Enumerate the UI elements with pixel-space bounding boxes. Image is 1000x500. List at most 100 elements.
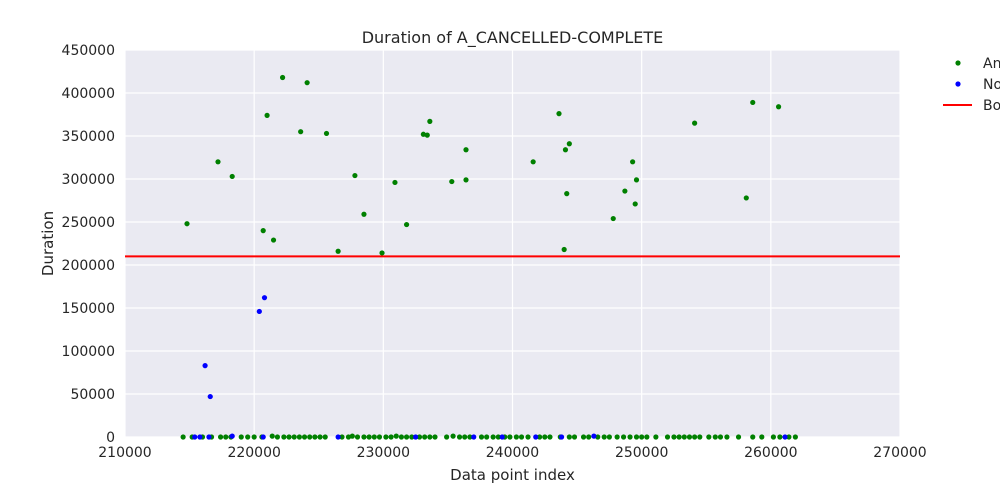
anomaly-point: [270, 237, 277, 243]
anomaly-point: [606, 434, 612, 440]
x-tick-label: 270000: [873, 445, 926, 461]
x-axis-label: Data point index: [450, 466, 575, 484]
anomaly-point: [291, 434, 297, 440]
anomaly-point: [361, 211, 367, 217]
normal-point: [413, 434, 419, 440]
anomaly-point: [184, 221, 190, 227]
anomaly-point: [495, 434, 501, 440]
anomaly-point: [450, 433, 456, 439]
anomaly-point: [427, 434, 433, 440]
anomaly-point: [281, 434, 287, 440]
anomaly-point: [403, 434, 410, 440]
anomaly-point: [759, 434, 765, 440]
anomaly-point: [630, 159, 636, 165]
anomaly-point: [513, 434, 519, 440]
anomaly-point: [352, 172, 358, 179]
legend-label: An: [983, 56, 1000, 72]
anomaly-point: [251, 434, 257, 440]
anomaly-point: [692, 434, 698, 440]
legend: An No Bo: [943, 56, 1000, 114]
anomaly-point: [717, 434, 724, 440]
normal-point: [207, 393, 213, 400]
anomaly-point: [296, 434, 302, 440]
y-tick-labels: 0 50000 100000 150000 200000 250000 300000 3500…: [62, 43, 115, 446]
anomaly-point: [335, 248, 341, 254]
normal-point: [202, 363, 208, 369]
anomaly-point: [383, 434, 389, 440]
normal-point: [591, 433, 597, 439]
anomaly-point: [180, 434, 186, 440]
y-tick-label: 100000: [62, 344, 115, 360]
anomaly-point: [432, 434, 438, 440]
anomaly-point: [456, 434, 463, 440]
normal-point: [197, 434, 203, 440]
anomaly-point: [601, 434, 607, 440]
legend-label: Bo: [983, 98, 1000, 114]
y-axis-label: Duration: [39, 211, 57, 276]
anomaly-point: [312, 434, 318, 440]
y-tick-label: 400000: [62, 86, 115, 102]
anomaly-point: [632, 201, 638, 207]
anomaly-point: [467, 434, 473, 440]
normal-point: [256, 308, 262, 315]
anomaly-point: [307, 434, 313, 440]
anomaly-point: [269, 433, 275, 439]
anomaly-point: [614, 434, 620, 440]
anomaly-point: [279, 74, 286, 81]
anomaly-point: [586, 434, 592, 440]
x-tick-labels: 210000 220000 230000 240000 250000 260000 2700…: [98, 445, 926, 461]
anomaly-point: [676, 434, 682, 440]
anomaly-point: [463, 147, 469, 153]
x-tick-label: 220000: [227, 445, 280, 461]
anomaly-point: [542, 434, 548, 440]
anomaly-point: [349, 433, 355, 439]
anomaly-point: [416, 434, 423, 440]
anomaly-point: [217, 434, 224, 440]
data-points: [180, 74, 798, 440]
anomaly-point: [317, 434, 323, 440]
anomaly-point: [298, 129, 304, 135]
anomaly-point: [323, 130, 330, 137]
anomaly-point: [681, 434, 687, 440]
normal-point: [335, 434, 341, 440]
normal-point: [533, 434, 539, 440]
anomaly-point: [561, 246, 567, 253]
anomaly-point: [537, 434, 543, 440]
anomaly-point: [304, 80, 310, 86]
anomaly-point: [260, 228, 266, 234]
anomaly-point: [478, 434, 485, 440]
y-tick-label: 300000: [62, 172, 115, 188]
anomaly-point: [671, 434, 677, 440]
anomaly-point: [777, 434, 783, 440]
anomaly-point: [724, 434, 730, 440]
anomaly-point: [215, 159, 221, 165]
y-tick-label: 200000: [62, 258, 115, 274]
anomaly-point: [786, 434, 792, 440]
x-tick-label: 230000: [357, 445, 410, 461]
anomaly-point: [712, 434, 718, 440]
anomaly-point: [322, 434, 328, 440]
anomaly-point: [507, 434, 513, 440]
legend-marker: [955, 81, 961, 87]
normal-point: [206, 434, 212, 440]
normal-point: [261, 295, 268, 301]
anomaly-point: [775, 104, 782, 110]
anomaly-point: [484, 434, 490, 440]
anomaly-point: [422, 434, 428, 440]
anomaly-point: [393, 433, 399, 439]
x-tick-label: 260000: [744, 445, 797, 461]
x-tick-label: 240000: [486, 445, 539, 461]
anomaly-point: [376, 434, 383, 440]
anomaly-point: [361, 434, 367, 440]
anomaly-point: [339, 434, 345, 440]
anomaly-point: [627, 434, 633, 440]
legend-label: No: [983, 77, 1000, 93]
normal-point: [260, 434, 266, 440]
anomaly-point: [427, 118, 433, 124]
anomaly-point: [525, 434, 531, 440]
anomaly-point: [697, 434, 703, 440]
y-tick-label: 0: [106, 430, 115, 446]
anomaly-point: [301, 434, 308, 440]
anomaly-point: [274, 434, 281, 440]
